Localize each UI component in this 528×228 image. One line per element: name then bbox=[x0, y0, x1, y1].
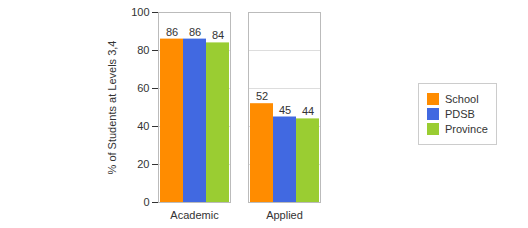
svg-text:Academic: Academic bbox=[170, 209, 219, 221]
html-text:School: School bbox=[445, 93, 479, 105]
svg-text:0: 0 bbox=[143, 196, 149, 208]
svg-text:84: 84 bbox=[212, 29, 224, 41]
svg-text:44: 44 bbox=[302, 105, 314, 117]
html-text:PDSB: PDSB bbox=[445, 108, 475, 120]
html-text:Province: Province bbox=[445, 123, 488, 135]
svg-text:80: 80 bbox=[137, 44, 149, 56]
svg-text:Applied: Applied bbox=[266, 209, 303, 221]
svg-text:86: 86 bbox=[166, 26, 178, 38]
svg-text:86: 86 bbox=[189, 26, 201, 38]
svg-text:52: 52 bbox=[256, 90, 268, 102]
svg-text:45: 45 bbox=[279, 104, 291, 116]
svg-text:20: 20 bbox=[137, 158, 149, 170]
svg-text:40: 40 bbox=[137, 120, 149, 132]
svg-text:60: 60 bbox=[137, 82, 149, 94]
svg-text:100: 100 bbox=[131, 6, 149, 18]
svg-text:% of Students at Levels 3,4: % of Students at Levels 3,4 bbox=[106, 41, 118, 175]
